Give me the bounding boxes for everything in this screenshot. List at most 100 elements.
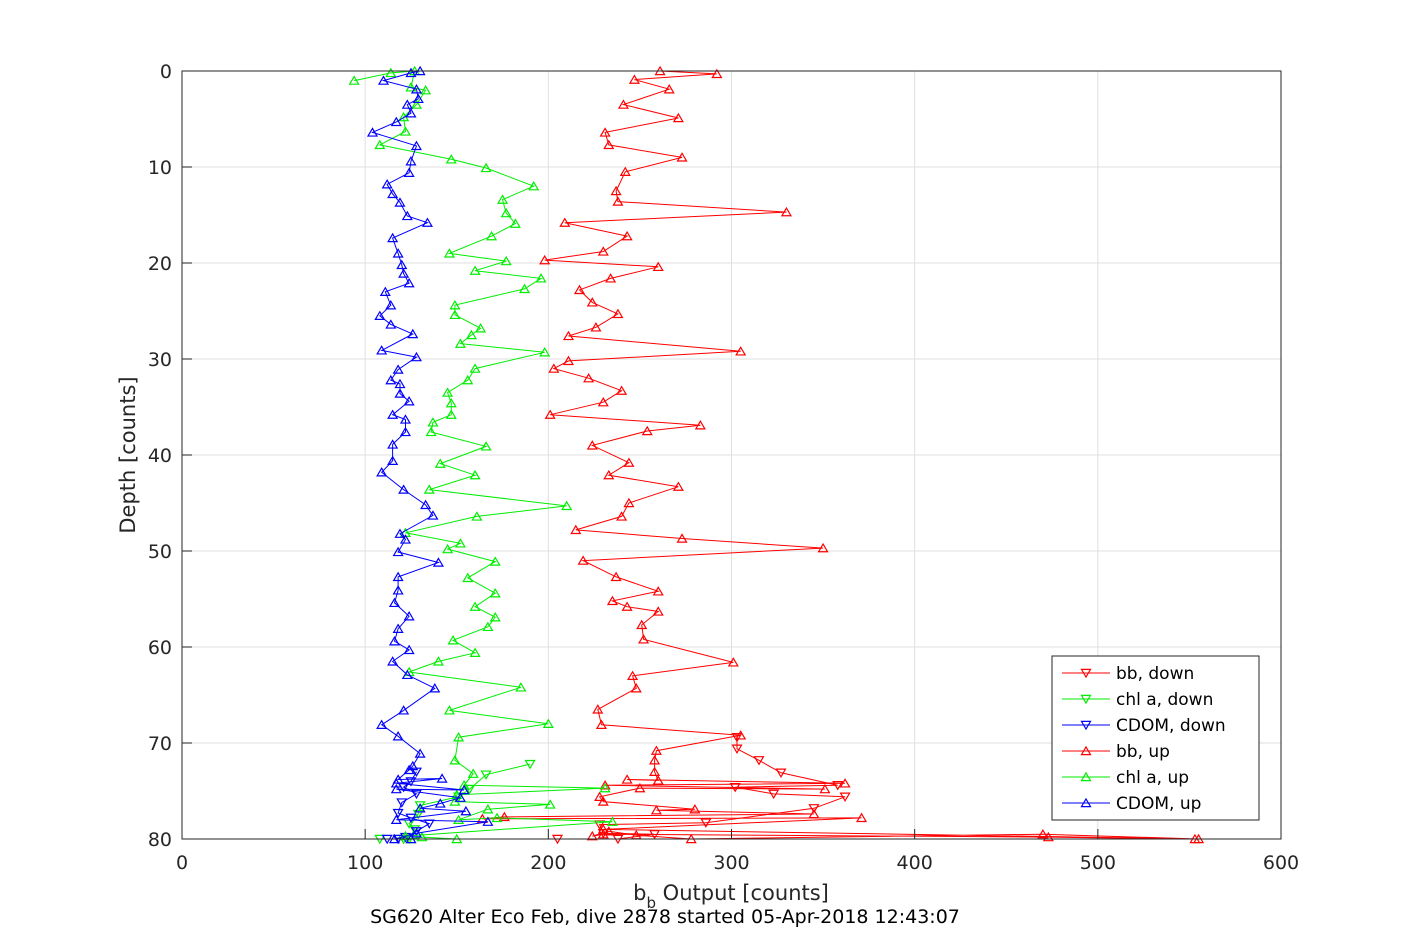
- data-point: [392, 731, 404, 741]
- data-point: [641, 425, 653, 436]
- data-point: [394, 388, 406, 398]
- data-point: [663, 84, 675, 94]
- data-point: [398, 705, 410, 715]
- data-point: [405, 108, 417, 118]
- data-point: [469, 647, 481, 657]
- data-point: [469, 601, 481, 611]
- data-point: [458, 784, 470, 795]
- data-point: [390, 783, 402, 794]
- data-point: [420, 499, 432, 510]
- data-point: [475, 323, 487, 333]
- x-axis-title-rest: Output [counts]: [656, 881, 829, 905]
- data-point: [509, 218, 521, 228]
- y-tick-label: 0: [160, 61, 172, 83]
- y-tick-label: 50: [148, 541, 172, 563]
- data-point: [453, 814, 465, 824]
- data-point: [403, 277, 415, 288]
- data-point: [491, 812, 503, 823]
- data-point: [482, 621, 494, 632]
- data-point: [385, 300, 397, 310]
- data-point: [570, 524, 582, 535]
- data-point: [405, 67, 417, 78]
- data-point: [498, 811, 510, 822]
- data-point: [597, 246, 609, 256]
- data-point: [420, 84, 432, 95]
- legend-label: bb, up: [1116, 742, 1170, 762]
- data-point: [592, 704, 604, 714]
- x-axis-title-main: b: [633, 881, 646, 905]
- data-point: [735, 346, 747, 356]
- data-point: [374, 139, 386, 150]
- data-point: [403, 644, 415, 655]
- data-point: [385, 319, 397, 329]
- data-point: [392, 571, 404, 582]
- data-point: [480, 441, 492, 451]
- data-point: [390, 814, 402, 824]
- legend-entries: bb, down chl a, down CDOM, down bb, up chl a…: [1062, 664, 1226, 814]
- data-point: [610, 571, 622, 582]
- data-point: [392, 623, 404, 633]
- data-point: [348, 75, 360, 85]
- data-point: [376, 345, 388, 355]
- data-point: [628, 74, 640, 84]
- data-point: [447, 635, 459, 645]
- data-point: [500, 255, 512, 266]
- data-point: [387, 232, 399, 243]
- data-point: [676, 152, 688, 162]
- data-point: [486, 230, 498, 241]
- data-point: [500, 207, 512, 218]
- x-tick-label: 300: [713, 852, 749, 874]
- data-point: [808, 804, 820, 814]
- data-point: [394, 197, 406, 207]
- legend-label: chl a, up: [1116, 768, 1189, 788]
- data-point: [454, 538, 466, 548]
- series-line: [482, 70, 1199, 840]
- data-point: [403, 396, 415, 406]
- data-point: [616, 511, 628, 521]
- data-point: [562, 355, 575, 366]
- data-point: [454, 792, 466, 802]
- data-point: [623, 497, 635, 508]
- data-point: [561, 500, 573, 511]
- data-point: [559, 217, 571, 227]
- data-point: [775, 768, 787, 778]
- y-tick-label: 10: [148, 157, 172, 179]
- data-point: [562, 330, 575, 341]
- data-point: [573, 284, 586, 295]
- data-point: [403, 167, 415, 177]
- data-point: [429, 683, 441, 693]
- data-point: [388, 636, 401, 646]
- data-point: [449, 300, 461, 310]
- legend-marker: [1080, 694, 1092, 705]
- data-point: [603, 469, 615, 480]
- y-axis-title: Depth [counts]: [116, 376, 140, 533]
- series-line: [354, 70, 613, 840]
- data-point: [595, 719, 608, 729]
- x-tick-label: 400: [897, 852, 933, 874]
- data-point: [462, 572, 474, 583]
- data-point: [434, 798, 446, 808]
- data-point: [599, 780, 611, 790]
- legend-entry-cdom-up: CDOM, up: [1062, 794, 1201, 814]
- data-point: [469, 469, 481, 480]
- data-point: [392, 585, 404, 595]
- data-point: [401, 669, 413, 680]
- data-point: [392, 808, 404, 819]
- data-point: [539, 254, 551, 265]
- data-point: [469, 265, 481, 275]
- data-point: [634, 782, 646, 793]
- data-point: [390, 116, 402, 127]
- data-point: [410, 351, 423, 362]
- data-point: [676, 533, 688, 543]
- data-point: [399, 426, 412, 437]
- data-point: [623, 457, 635, 467]
- data-point: [606, 816, 618, 826]
- data-point: [649, 755, 661, 765]
- data-point: [606, 595, 618, 606]
- data-point: [432, 557, 444, 567]
- data-point: [603, 139, 615, 150]
- data-point: [753, 756, 765, 766]
- data-point: [650, 745, 662, 755]
- data-point: [443, 248, 455, 258]
- data-point: [672, 481, 684, 491]
